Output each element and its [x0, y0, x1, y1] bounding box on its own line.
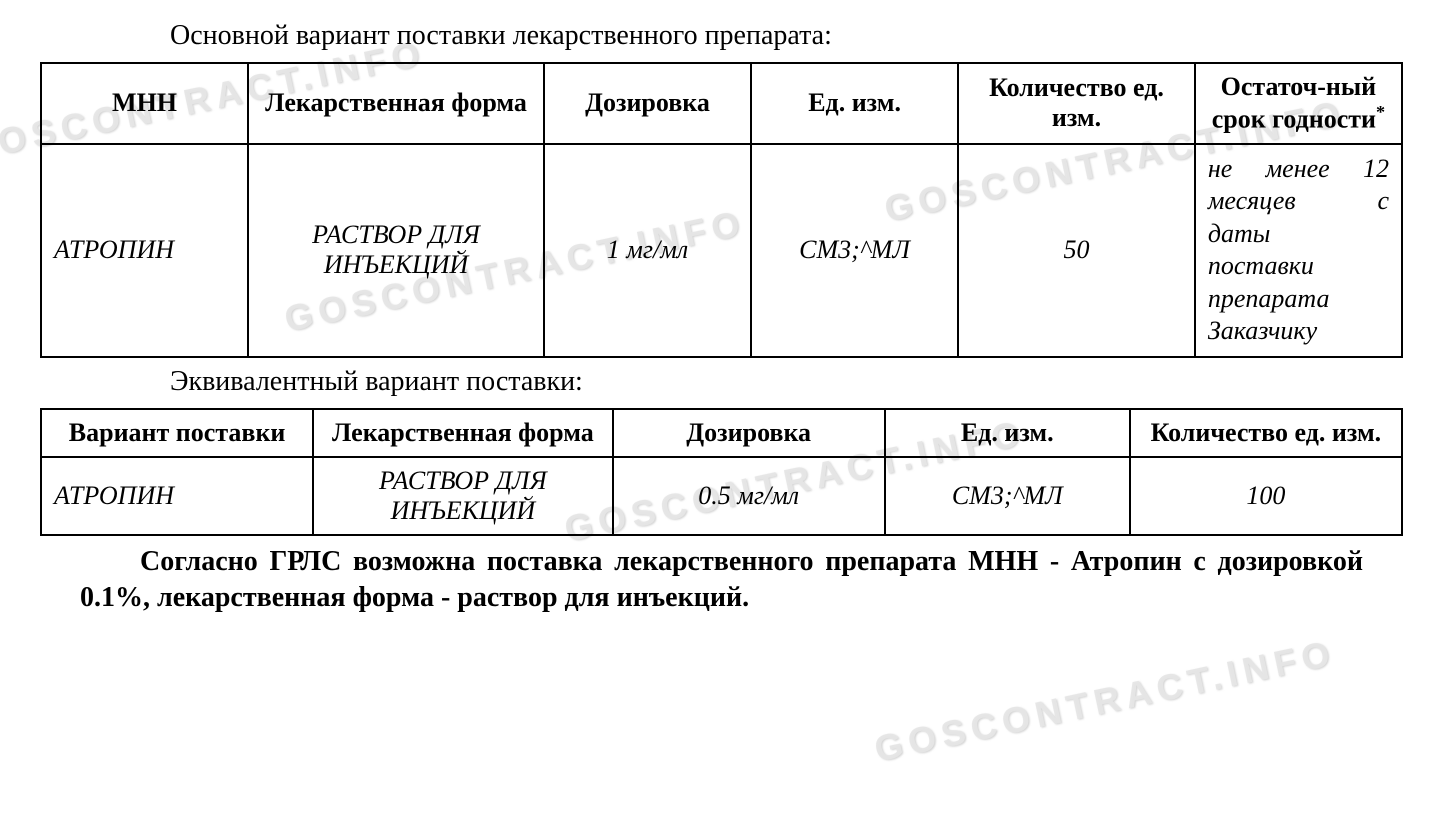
equivalent-variant-table: Вариант поставки Лекарственная форма Доз…: [40, 408, 1403, 536]
col-shelf-life: Остаточ-ный срок годности*: [1195, 63, 1402, 144]
table-header-row: Вариант поставки Лекарственная форма Доз…: [41, 409, 1402, 457]
main-variant-heading: Основной вариант поставки лекарственного…: [170, 20, 1403, 52]
footer-note: Согласно ГРЛС возможна поставка лекарств…: [80, 544, 1363, 617]
table-row: АТРОПИН РАСТВОР ДЛЯ ИНЪЕКЦИЙ 1 мг/мл СМ3…: [41, 144, 1402, 357]
cell-dosage: 0.5 мг/мл: [613, 457, 885, 535]
cell-dosage: 1 мг/мл: [544, 144, 751, 357]
equivalent-variant-heading: Эквивалентный вариант поставки:: [170, 366, 1403, 398]
cell-variant: АТРОПИН: [41, 457, 313, 535]
col-dosage: Дозировка: [544, 63, 751, 144]
cell-shelf-life: не менее 12 месяцев с даты поставки преп…: [1195, 144, 1402, 357]
col-unit: Ед. изм.: [751, 63, 958, 144]
watermark-text: GOSCONTRACT.INFO: [871, 632, 1339, 771]
table-row: АТРОПИН РАСТВОР ДЛЯ ИНЪЕКЦИЙ 0.5 мг/мл С…: [41, 457, 1402, 535]
table-header-row: МНН Лекарственная форма Дозировка Ед. из…: [41, 63, 1402, 144]
cell-form: РАСТВОР ДЛЯ ИНЪЕКЦИЙ: [248, 144, 544, 357]
col-unit: Ед. изм.: [885, 409, 1130, 457]
cell-qty: 100: [1130, 457, 1402, 535]
cell-unit: СМ3;^МЛ: [885, 457, 1130, 535]
cell-mnn: АТРОПИН: [41, 144, 248, 357]
col-variant: Вариант поставки: [41, 409, 313, 457]
col-form: Лекарственная форма: [248, 63, 544, 144]
col-qty: Количество ед. изм.: [1130, 409, 1402, 457]
col-qty: Количество ед. изм.: [958, 63, 1195, 144]
cell-form: РАСТВОР ДЛЯ ИНЪЕКЦИЙ: [313, 457, 612, 535]
cell-qty: 50: [958, 144, 1195, 357]
cell-unit: СМ3;^МЛ: [751, 144, 958, 357]
main-variant-table: МНН Лекарственная форма Дозировка Ед. из…: [40, 62, 1403, 358]
col-dosage: Дозировка: [613, 409, 885, 457]
col-mnn: МНН: [41, 63, 248, 144]
col-form: Лекарственная форма: [313, 409, 612, 457]
